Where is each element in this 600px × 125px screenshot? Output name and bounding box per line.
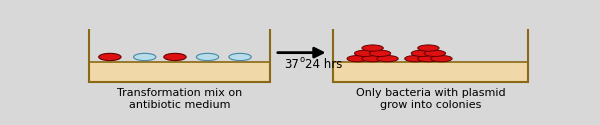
Ellipse shape [164,53,186,61]
Ellipse shape [99,53,121,61]
Ellipse shape [134,53,156,61]
Ellipse shape [377,56,398,62]
FancyBboxPatch shape [333,62,529,82]
Text: Only bacteria with plasmid
grow into colonies: Only bacteria with plasmid grow into col… [356,88,506,110]
Text: 24 hrs: 24 hrs [305,58,343,71]
Ellipse shape [418,56,439,62]
Ellipse shape [431,56,452,62]
Ellipse shape [418,45,439,51]
Ellipse shape [424,50,446,56]
FancyBboxPatch shape [89,62,271,82]
Ellipse shape [347,56,368,62]
Ellipse shape [362,56,383,62]
Text: o: o [299,54,304,64]
Ellipse shape [355,50,376,56]
Ellipse shape [229,53,251,61]
Ellipse shape [362,45,383,51]
Text: Transformation mix on
antibiotic medium: Transformation mix on antibiotic medium [117,88,242,110]
Ellipse shape [411,50,433,56]
Ellipse shape [196,53,218,61]
Ellipse shape [370,50,391,56]
Ellipse shape [404,56,426,62]
Text: 37: 37 [284,58,299,71]
